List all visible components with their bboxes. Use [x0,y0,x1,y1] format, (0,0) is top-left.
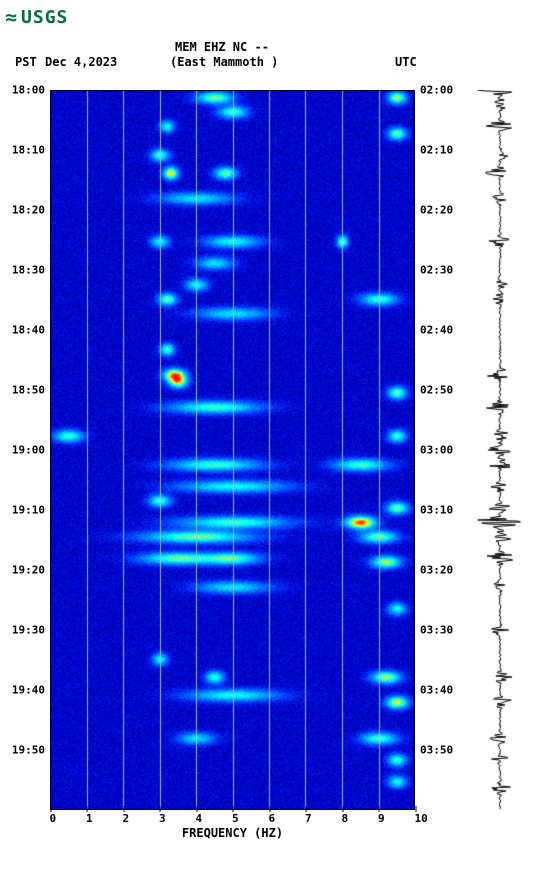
y-tick-right: 02:40 [420,323,453,336]
spectrogram-canvas [50,90,415,810]
x-tick: 2 [123,812,124,825]
y-tick-right: 03:20 [420,564,453,577]
x-axis-label: FREQUENCY (HZ) [50,826,415,840]
usgs-logo: ≈ USGS [5,5,68,29]
y-tick-left: 19:10 [12,503,45,516]
y-tick-left: 18:20 [12,204,45,217]
x-tick: 10 [415,812,416,825]
x-tick: 3 [159,812,160,825]
x-tick: 7 [305,812,306,825]
y-tick-right: 03:30 [420,624,453,637]
x-tick: 5 [232,812,233,825]
y-tick-right: 02:20 [420,204,453,217]
x-tick: 8 [342,812,343,825]
seismogram-trace [470,90,530,810]
spectrogram-plot: 18:0018:1018:2018:3018:4018:5019:0019:10… [50,90,415,810]
y-tick-right: 03:40 [420,683,453,696]
y-tick-left: 18:40 [12,323,45,336]
station-code: MEM EHZ NC -- [175,40,269,54]
date-label: Dec 4,2023 [45,55,117,69]
y-tick-left: 19:40 [12,683,45,696]
y-tick-right: 02:00 [420,84,453,97]
location-label: (East Mammoth ) [170,55,278,69]
y-tick-left: 18:50 [12,384,45,397]
y-tick-right: 02:10 [420,143,453,156]
y-tick-right: 03:00 [420,444,453,457]
y-tick-left: 19:30 [12,624,45,637]
y-tick-right: 02:30 [420,264,453,277]
utc-label: UTC [395,55,417,69]
y-tick-left: 19:50 [12,744,45,757]
y-tick-right: 03:50 [420,744,453,757]
y-tick-left: 19:00 [12,444,45,457]
seismogram-canvas [470,90,530,810]
y-tick-right: 02:50 [420,384,453,397]
logo-text: USGS [21,7,68,28]
pst-label: PST [15,55,37,69]
y-tick-right: 03:10 [420,503,453,516]
x-tick: 9 [378,812,379,825]
y-tick-left: 19:20 [12,564,45,577]
x-tick: 6 [269,812,270,825]
logo-wave-icon: ≈ [5,5,17,29]
x-tick: 0 [50,812,51,825]
y-tick-left: 18:10 [12,143,45,156]
y-tick-left: 18:00 [12,84,45,97]
x-tick: 4 [196,812,197,825]
y-tick-left: 18:30 [12,264,45,277]
x-tick: 1 [86,812,87,825]
